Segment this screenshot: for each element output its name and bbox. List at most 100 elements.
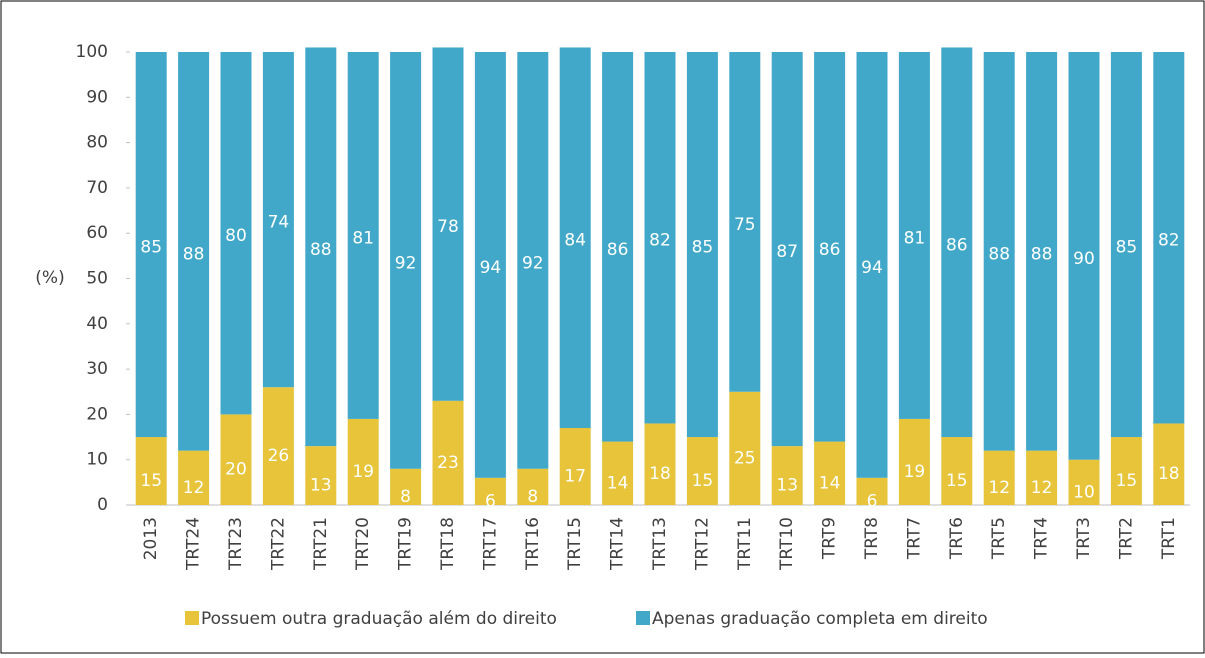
data-label: 85 — [140, 238, 162, 258]
x-tick-label: TRT11 — [735, 517, 755, 571]
bar-segment — [135, 437, 167, 505]
bar-segment — [941, 47, 973, 438]
bar-segment — [602, 441, 634, 505]
x-tick-label: TRT24 — [184, 517, 204, 571]
bar-segment — [390, 52, 422, 469]
bar-segment — [432, 400, 464, 505]
bar-segment — [983, 450, 1015, 505]
bar-segment — [771, 52, 803, 447]
bar-segment — [644, 52, 676, 424]
x-tick-label: TRT20 — [353, 517, 373, 571]
x-tick-label: TRT7 — [904, 517, 924, 560]
bar-segment — [602, 52, 634, 442]
x-tick-label: TRT14 — [608, 517, 628, 571]
data-label: 18 — [649, 464, 671, 484]
bar-segment — [262, 52, 294, 388]
bar-segment — [262, 387, 294, 505]
bar-segment — [686, 437, 718, 505]
data-label: 82 — [1158, 231, 1180, 251]
data-label: 15 — [140, 471, 162, 491]
bar-segment — [898, 418, 930, 505]
bar-segment — [474, 477, 506, 505]
x-tick-label: TRT12 — [692, 517, 712, 571]
data-label: 8 — [400, 487, 411, 507]
bar-segment — [390, 468, 422, 505]
x-tick-label: TRT17 — [480, 517, 500, 571]
data-label: 94 — [861, 258, 883, 278]
bar-segment — [178, 52, 210, 451]
bar-segment — [729, 391, 761, 505]
legend-swatch — [636, 611, 650, 625]
x-tick-label: TRT9 — [820, 517, 840, 560]
data-label: 86 — [607, 240, 629, 260]
y-tick-label: 70 — [86, 178, 108, 198]
data-label: 88 — [1031, 244, 1053, 264]
x-tick-label: TRT2 — [1116, 517, 1136, 560]
data-label: 75 — [734, 215, 756, 235]
data-label: 94 — [480, 258, 502, 278]
bar-segment — [474, 52, 506, 478]
x-tick-label: TRT22 — [268, 517, 288, 571]
y-tick-label: 40 — [86, 314, 108, 334]
data-label: 6 — [485, 491, 496, 511]
data-label: 78 — [437, 217, 459, 237]
bar-segment — [856, 52, 888, 478]
bar-segment — [686, 52, 718, 438]
data-label: 20 — [225, 460, 247, 480]
bar-segment — [1110, 52, 1142, 438]
data-label: 15 — [1116, 471, 1138, 491]
data-label: 17 — [564, 466, 586, 486]
data-label: 25 — [734, 448, 756, 468]
bar-segment — [644, 423, 676, 505]
data-label: 88 — [988, 244, 1010, 264]
y-tick-label: 10 — [86, 450, 108, 470]
bar-segment — [983, 52, 1015, 451]
data-label: 92 — [395, 253, 417, 273]
y-tick-label: 20 — [86, 404, 108, 424]
bar-segment — [856, 477, 888, 505]
bar-segment — [941, 437, 973, 505]
x-tick-label: TRT15 — [565, 517, 585, 571]
y-tick-label: 0 — [97, 495, 108, 515]
bar-segment — [814, 52, 846, 442]
data-label: 15 — [692, 471, 714, 491]
data-label: 87 — [776, 242, 798, 262]
data-label: 85 — [1116, 238, 1138, 258]
x-tick-label: TRT8 — [862, 517, 882, 560]
bar-segment — [1026, 52, 1058, 451]
bar-segment — [220, 414, 252, 505]
legend-swatch — [185, 611, 199, 625]
data-label: 90 — [1073, 249, 1095, 269]
bar-segment — [771, 446, 803, 505]
bar-segment — [305, 47, 337, 447]
bar-segment — [559, 47, 591, 428]
data-label: 8 — [527, 487, 538, 507]
bar-segment — [1026, 450, 1058, 505]
data-label: 15 — [946, 471, 968, 491]
x-tick-label: TRT23 — [226, 517, 246, 571]
data-label: 88 — [183, 244, 205, 264]
x-tick-label: TRT4 — [1032, 517, 1052, 560]
bar-segment — [347, 418, 379, 505]
bar-segment — [305, 446, 337, 505]
data-label: 81 — [904, 228, 926, 248]
x-tick-label: TRT16 — [523, 517, 543, 571]
y-tick-label: 50 — [86, 269, 108, 289]
x-tick-label: TRT13 — [650, 517, 670, 571]
data-label: 74 — [268, 213, 290, 233]
bar-segment — [220, 52, 252, 415]
x-tick-label: TRT1 — [1159, 517, 1179, 560]
bar-segment — [1068, 459, 1100, 505]
data-label: 80 — [225, 226, 247, 246]
bar-segment — [1068, 52, 1100, 460]
bar-segment — [1153, 423, 1185, 505]
x-tick-label: TRT6 — [947, 517, 967, 560]
bar-segment — [347, 52, 379, 419]
data-label: 84 — [564, 231, 586, 251]
data-label: 19 — [904, 462, 926, 482]
x-tick-label: 2013 — [141, 517, 161, 560]
data-label: 85 — [692, 238, 714, 258]
bar-segment — [898, 52, 930, 419]
bar-segment — [559, 427, 591, 505]
data-label: 82 — [649, 231, 671, 251]
